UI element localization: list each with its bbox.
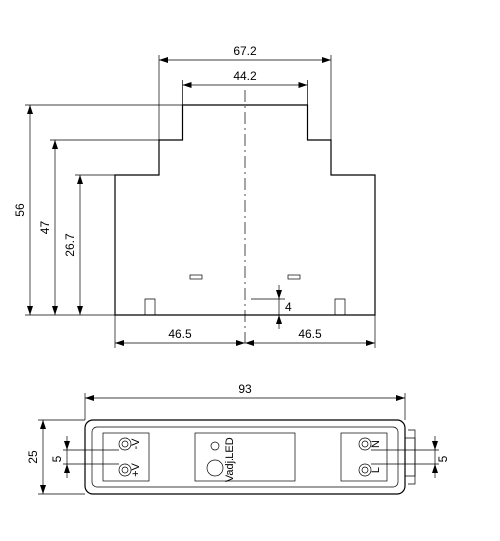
dim-5r: 5 bbox=[436, 455, 450, 462]
vadj-pot bbox=[207, 460, 223, 476]
dim-label: 26.7 bbox=[63, 233, 77, 257]
label-vplus: +V bbox=[130, 462, 142, 476]
label-n: N bbox=[370, 440, 382, 448]
dim-label: 44.2 bbox=[233, 69, 257, 83]
front-outline bbox=[85, 420, 405, 494]
dim-gap: 4 bbox=[285, 300, 292, 314]
dim-label: 46.5 bbox=[168, 327, 192, 341]
label-l: L bbox=[370, 467, 382, 473]
dim-label: 25 bbox=[26, 450, 40, 464]
dim-5l: 5 bbox=[50, 455, 64, 462]
label-vminus: -V bbox=[130, 438, 142, 450]
dim-label: 47 bbox=[38, 221, 52, 235]
label-led: LED bbox=[224, 437, 236, 458]
label-vadj: Vadj. bbox=[224, 458, 236, 482]
dim-label: 46.5 bbox=[298, 327, 322, 341]
led-icon bbox=[211, 442, 219, 450]
dim-label: 56 bbox=[13, 203, 27, 217]
dim-label: 67.2 bbox=[233, 44, 257, 58]
dim-label: 93 bbox=[238, 382, 252, 396]
